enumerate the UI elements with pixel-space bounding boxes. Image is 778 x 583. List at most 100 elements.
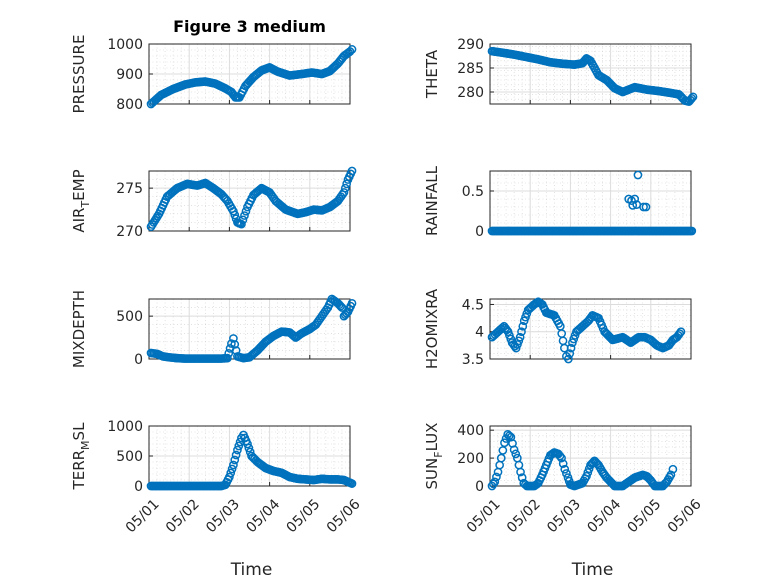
x-tick-label: 05/06	[665, 496, 705, 536]
data-point	[243, 439, 252, 449]
data-point	[562, 469, 571, 478]
series-1	[146, 45, 357, 109]
data-point	[676, 327, 686, 337]
y-tick-label: 200	[457, 451, 484, 467]
y-tick-label: 0	[475, 479, 484, 495]
y-tick-label: 4.5	[462, 297, 484, 313]
x-axis-label: Time	[230, 560, 273, 580]
data-point	[564, 354, 573, 364]
data-point	[666, 470, 676, 480]
data-point	[223, 353, 232, 363]
data-point	[224, 348, 234, 358]
series-8	[487, 430, 678, 491]
x-axis-label: Time	[571, 560, 614, 580]
data-point	[688, 92, 698, 102]
y-tick-label: 800	[116, 97, 143, 113]
data-point	[500, 438, 509, 448]
data-point	[226, 468, 236, 478]
x-tick-label: 05/03	[544, 496, 584, 536]
data-point	[641, 202, 651, 212]
x-tick-label: 05/06	[324, 496, 364, 536]
y-tick-label: 4	[475, 325, 484, 341]
x-tick-label: 05/05	[625, 496, 665, 536]
x-tick-label: 05/04	[584, 496, 624, 536]
data-point	[496, 453, 506, 463]
ylabel-4: RAINFALL	[423, 165, 441, 236]
ylabel-7: TERRMSL	[70, 422, 92, 491]
data-point	[566, 343, 576, 353]
data-point	[225, 472, 234, 482]
data-point	[229, 334, 238, 343]
ylabel-6: H2OMIXRA	[423, 288, 441, 369]
data-point	[518, 321, 528, 331]
plot-area-5	[148, 298, 351, 360]
chart-title: Figure 3 medium	[173, 17, 326, 36]
y-tick-label: 275	[116, 181, 143, 197]
ylabel-1: PRESSURE	[70, 35, 88, 114]
series-6	[487, 297, 686, 364]
subplot-7: 0 500 1000 TERRMSL 05/01 05/02 05/03 05/04 05/05…	[70, 419, 364, 580]
data-point	[347, 298, 357, 308]
subplot-6: 3.5 4 4.5 H2OMIXRA	[423, 288, 692, 369]
series-5	[146, 294, 357, 363]
minor-grid-4	[490, 171, 691, 231]
x-tick-label: 05/02	[504, 496, 544, 536]
data-point	[509, 445, 519, 455]
data-point	[504, 431, 514, 441]
y-tick-label: 0	[475, 224, 484, 240]
series-7	[146, 430, 357, 491]
y-tick-label: 285	[457, 61, 484, 77]
ylabel-2: THETA	[423, 49, 441, 99]
x-tick-label: 05/02	[163, 496, 203, 536]
data-point	[336, 301, 345, 311]
data-point	[565, 349, 575, 358]
y-tick-label: 0	[134, 352, 143, 368]
series-4	[487, 170, 697, 236]
y-tick-label: 900	[116, 67, 143, 83]
y-tick-label: 280	[457, 85, 484, 101]
data-point	[340, 183, 350, 193]
data-point	[668, 464, 678, 474]
data-point	[237, 219, 246, 229]
subplot-4: 0 0.5 RAINFALL	[423, 165, 697, 240]
x-tick-label: 05/01	[123, 496, 163, 536]
data-point	[227, 464, 237, 474]
subplot-3: 270 275 AIRTEMP	[70, 166, 357, 240]
data-point	[229, 460, 238, 470]
data-point	[234, 441, 244, 451]
y-tick-label: 400	[457, 423, 484, 439]
data-point	[557, 453, 566, 463]
data-point	[516, 467, 525, 477]
y-tick-label: 270	[116, 224, 143, 240]
data-point	[555, 451, 565, 461]
y-tick-label: 500	[116, 309, 143, 325]
data-point	[583, 468, 593, 477]
data-point	[560, 464, 570, 474]
x-tick-label: 05/04	[243, 496, 283, 536]
data-point	[238, 215, 248, 225]
y-tick-label: 0.5	[462, 184, 484, 200]
data-point	[230, 455, 240, 465]
data-point	[628, 201, 638, 210]
data-point	[240, 211, 249, 220]
ylabel-3: AIRTEMP	[70, 169, 92, 232]
plot-area-4	[489, 170, 692, 232]
y-tick-label: 0	[134, 479, 143, 495]
data-point	[490, 477, 500, 487]
subplot-1: 800 900 1000 PRESSURE Figure 3 medium	[70, 17, 357, 114]
y-tick-label: 1000	[107, 37, 143, 53]
y-tick-label: 1000	[107, 419, 143, 435]
data-point	[498, 446, 508, 455]
series-3	[146, 166, 357, 232]
data-point	[241, 206, 251, 216]
data-point	[347, 45, 357, 54]
y-tick-label: 290	[457, 37, 484, 53]
data-point	[347, 479, 357, 488]
data-point	[339, 188, 349, 197]
series-2	[487, 46, 698, 106]
data-point	[342, 179, 351, 189]
subplot-5: 0 500 MIXDEPTH	[70, 290, 357, 368]
data-point	[633, 170, 643, 180]
data-point	[687, 226, 697, 236]
